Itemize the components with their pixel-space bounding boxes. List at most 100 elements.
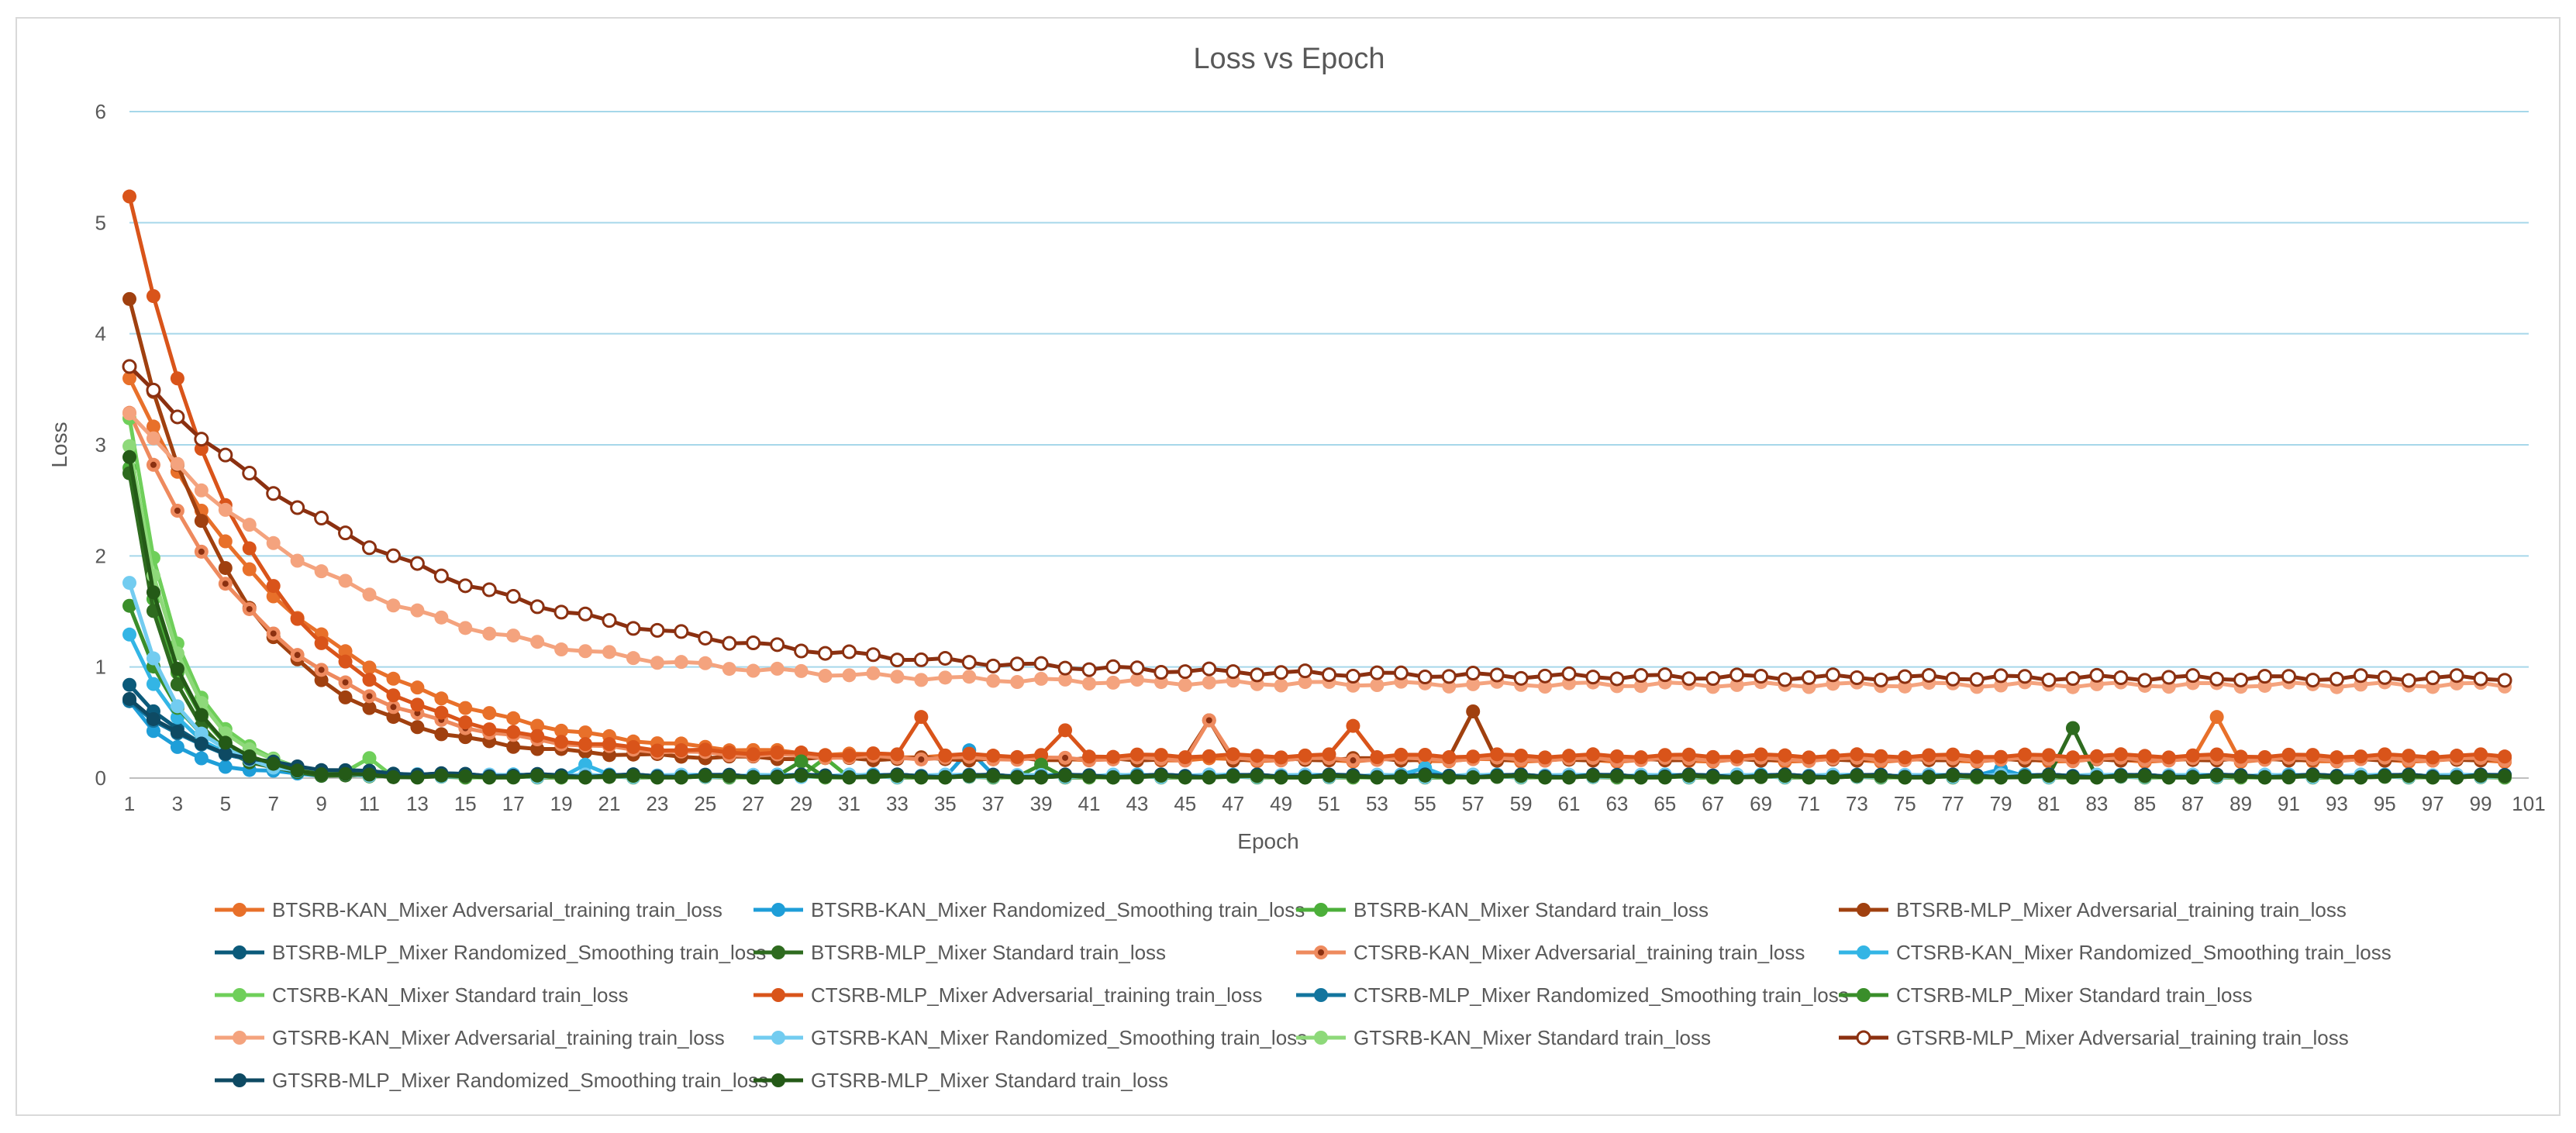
data-point xyxy=(1178,664,1193,680)
data-point xyxy=(914,673,929,687)
data-point xyxy=(1754,769,1768,783)
data-point xyxy=(482,770,497,785)
data-point xyxy=(650,622,665,638)
x-tick-label: 43 xyxy=(1126,792,1148,815)
x-tick-label: 49 xyxy=(1270,792,1292,815)
data-point xyxy=(1466,770,1481,785)
data-point xyxy=(1178,750,1192,765)
series-13 xyxy=(122,406,2512,694)
data-point xyxy=(1802,770,1816,785)
data-point xyxy=(1298,663,1313,679)
data-point xyxy=(1466,749,1481,764)
x-tick-label: 53 xyxy=(1366,792,1388,815)
data-point xyxy=(1609,769,1624,783)
data-point xyxy=(1825,667,1840,683)
data-point xyxy=(746,770,760,785)
data-point xyxy=(146,585,160,600)
legend-entry: CTSRB-MLP_Mixer Standard train_loss xyxy=(1839,983,2253,1007)
data-point xyxy=(1082,677,1096,691)
data-point xyxy=(362,673,377,687)
data-point xyxy=(2065,770,2080,785)
data-point xyxy=(842,770,857,785)
x-tick-label: 95 xyxy=(2374,792,2396,815)
legend-entry: BTSRB-KAN_Mixer Adversarial_training tra… xyxy=(215,898,722,921)
data-point xyxy=(2449,668,2464,684)
legend-label: BTSRB-MLP_Mixer Adversarial_training tra… xyxy=(1896,898,2347,921)
data-point xyxy=(530,718,545,733)
data-point xyxy=(1921,667,1936,683)
legend-label: BTSRB-KAN_Mixer Standard train_loss xyxy=(1354,898,1709,921)
legend-label: BTSRB-KAN_Mixer Adversarial_training tra… xyxy=(272,898,722,921)
x-tick-label: 51 xyxy=(1318,792,1340,815)
data-point xyxy=(2425,670,2440,686)
legend-entry: CTSRB-KAN_Mixer Standard train_loss xyxy=(215,983,629,1007)
series-1 xyxy=(122,371,2512,770)
data-point xyxy=(2305,768,2320,783)
data-point xyxy=(1922,770,1936,785)
data-point xyxy=(2161,750,2176,765)
data-point xyxy=(2378,747,2392,762)
data-point xyxy=(218,502,233,517)
series-line xyxy=(127,412,2505,763)
data-point xyxy=(626,769,640,783)
data-point xyxy=(1034,757,1049,772)
x-axis-title: Epoch xyxy=(1237,829,1298,853)
data-point xyxy=(1633,750,1648,765)
data-point xyxy=(2402,749,2416,763)
data-point xyxy=(410,680,425,695)
data-point xyxy=(122,291,136,306)
data-point xyxy=(1778,748,1792,763)
data-point xyxy=(1898,770,1912,785)
data-point xyxy=(218,447,233,463)
data-point xyxy=(1466,704,1481,718)
data-point xyxy=(362,701,377,715)
x-tick-label: 29 xyxy=(790,792,812,815)
data-point xyxy=(674,770,688,785)
data-point xyxy=(122,371,136,386)
data-point xyxy=(2497,673,2512,688)
data-point xyxy=(1129,660,1145,676)
data-point xyxy=(457,578,473,594)
data-point xyxy=(578,644,593,659)
legend-entry: GTSRB-KAN_Mixer Randomized_Smoothing tra… xyxy=(753,1026,1307,1049)
data-point xyxy=(1081,662,1097,677)
data-point xyxy=(530,768,545,783)
data-point xyxy=(1322,768,1336,783)
data-point xyxy=(2018,770,2033,784)
x-tick-label: 77 xyxy=(1942,792,1964,815)
data-point xyxy=(1778,769,1792,783)
data-point xyxy=(242,466,257,481)
data-point xyxy=(722,662,736,677)
data-point xyxy=(1826,770,1840,785)
data-point xyxy=(434,768,449,783)
data-point xyxy=(2473,671,2488,687)
data-point xyxy=(146,289,160,304)
data-point xyxy=(242,518,257,532)
data-point xyxy=(410,770,425,785)
data-point-center xyxy=(270,630,277,637)
x-tick-label: 21 xyxy=(598,792,621,815)
data-point xyxy=(2233,749,2248,764)
data-point xyxy=(122,406,136,421)
data-point-center xyxy=(918,756,925,763)
data-point xyxy=(481,582,497,597)
data-point xyxy=(1393,665,1409,680)
data-point xyxy=(674,743,688,758)
series-lines xyxy=(122,189,2512,785)
data-point xyxy=(938,670,953,685)
data-point xyxy=(122,677,136,692)
data-point-center xyxy=(198,548,205,555)
x-tick-label: 17 xyxy=(502,792,525,815)
data-point xyxy=(1010,749,1025,764)
data-point xyxy=(985,658,1001,673)
data-point xyxy=(2329,671,2344,687)
data-point xyxy=(913,652,929,667)
data-point xyxy=(409,556,425,571)
data-point xyxy=(866,746,881,761)
data-point xyxy=(458,621,473,635)
data-point xyxy=(505,589,521,604)
data-point xyxy=(890,747,905,762)
legend-marker xyxy=(233,903,247,917)
data-point xyxy=(2450,770,2464,785)
data-point xyxy=(530,742,545,756)
